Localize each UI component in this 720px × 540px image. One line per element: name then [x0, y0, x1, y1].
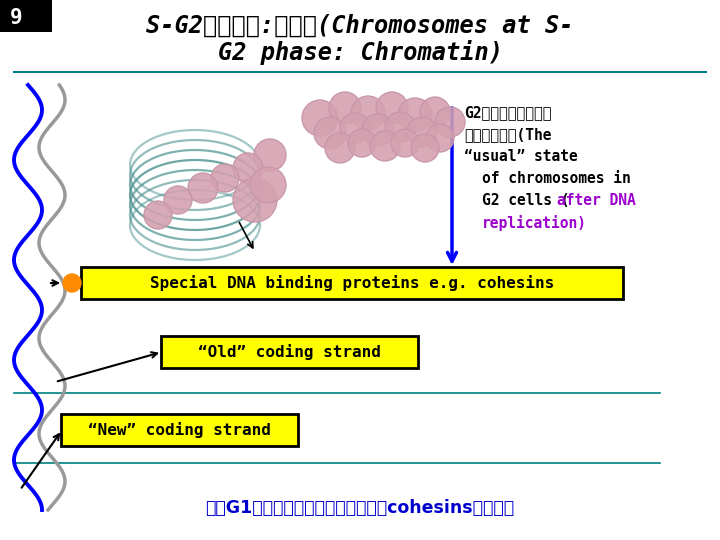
Text: 9: 9 — [10, 8, 22, 28]
FancyBboxPatch shape — [61, 414, 298, 446]
Circle shape — [340, 113, 370, 143]
Text: S-G2期染色体:染色质(Chromosomes at S-: S-G2期染色体:染色质(Chromosomes at S- — [146, 14, 574, 38]
Text: G2 phase: Chromatin): G2 phase: Chromatin) — [217, 40, 503, 65]
Text: G2期细胞中染色体通: G2期细胞中染色体通 — [464, 105, 552, 120]
Circle shape — [314, 117, 346, 149]
Circle shape — [362, 114, 394, 146]
Circle shape — [420, 97, 450, 127]
Circle shape — [348, 129, 376, 157]
Circle shape — [385, 112, 415, 142]
Text: of chromosomes in: of chromosomes in — [482, 171, 631, 186]
Circle shape — [233, 178, 277, 222]
Circle shape — [376, 92, 408, 124]
Text: “usual” state: “usual” state — [464, 149, 577, 164]
Circle shape — [233, 153, 263, 183]
Circle shape — [391, 129, 419, 157]
Text: after DNA: after DNA — [557, 193, 636, 208]
Text: replication): replication) — [482, 215, 587, 231]
Circle shape — [411, 134, 439, 162]
Circle shape — [329, 92, 361, 124]
Text: “Old” coding strand: “Old” coding strand — [198, 344, 381, 360]
Circle shape — [211, 164, 239, 192]
Circle shape — [164, 186, 192, 214]
Circle shape — [63, 274, 81, 292]
Circle shape — [188, 173, 218, 203]
FancyBboxPatch shape — [0, 0, 52, 32]
Circle shape — [435, 107, 465, 137]
Text: 常存在的状态(The: 常存在的状态(The — [464, 127, 552, 142]
Circle shape — [254, 139, 286, 171]
Text: Special DNA binding proteins e.g. cohesins: Special DNA binding proteins e.g. cohesi… — [150, 275, 554, 291]
Circle shape — [144, 201, 172, 229]
FancyBboxPatch shape — [81, 267, 623, 299]
Text: G2 cells (: G2 cells ( — [482, 193, 570, 208]
Circle shape — [426, 124, 454, 152]
Circle shape — [351, 96, 385, 130]
Circle shape — [302, 100, 338, 136]
Circle shape — [325, 133, 355, 163]
Circle shape — [370, 131, 400, 161]
FancyBboxPatch shape — [161, 336, 418, 368]
Circle shape — [250, 167, 286, 203]
Circle shape — [407, 117, 437, 147]
Text: 两个G1期染色质的并排排列，之间有cohesins蛋白连接: 两个G1期染色质的并排排列，之间有cohesins蛋白连接 — [205, 499, 515, 517]
Text: “New” coding strand: “New” coding strand — [88, 422, 271, 438]
Circle shape — [398, 98, 432, 132]
